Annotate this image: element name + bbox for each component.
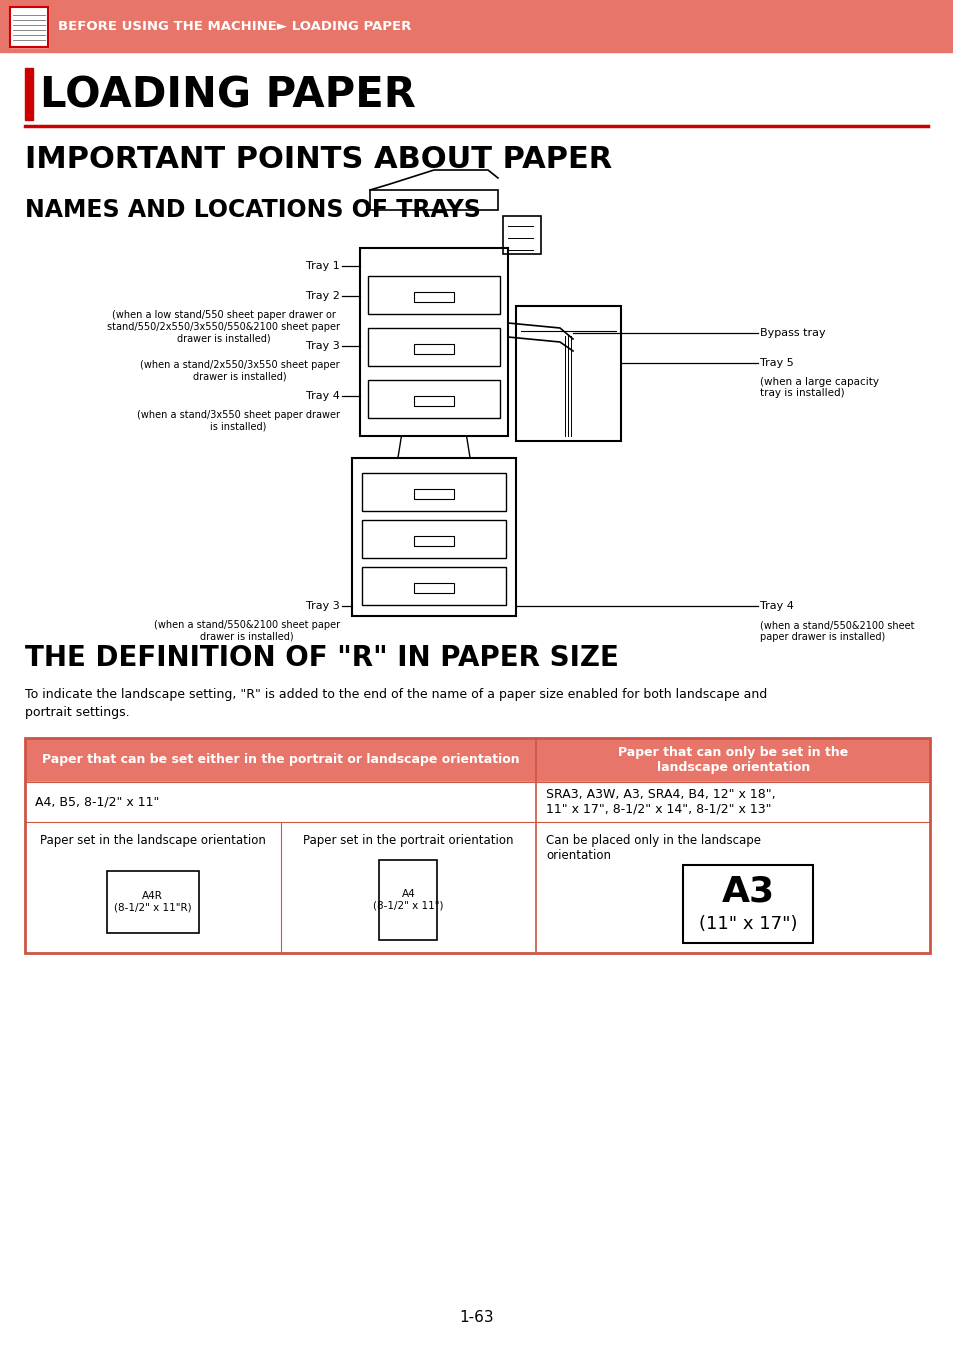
Text: IMPORTANT POINTS ABOUT PAPER: IMPORTANT POINTS ABOUT PAPER (25, 144, 612, 174)
Text: (when a stand/550&2100 sheet paper
drawer is installed): (when a stand/550&2100 sheet paper drawe… (153, 620, 339, 641)
Bar (682, 865, 812, 944)
Text: BEFORE USING THE MACHINE► LOADING PAPER: BEFORE USING THE MACHINE► LOADING PAPER (58, 19, 411, 32)
Bar (379, 860, 437, 940)
Bar (25, 782, 929, 822)
Text: (when a large capacity
tray is installed): (when a large capacity tray is installed… (760, 377, 878, 398)
Text: NAMES AND LOCATIONS OF TRAYS: NAMES AND LOCATIONS OF TRAYS (25, 198, 480, 221)
Bar (10, 7, 48, 47)
Bar (414, 344, 454, 354)
Text: To indicate the landscape setting, "R" is added to the end of the name of a pape: To indicate the landscape setting, "R" i… (25, 688, 766, 720)
Text: Tray 4: Tray 4 (760, 601, 793, 612)
Text: (when a low stand/550 sheet paper drawer or
stand/550/2x550/3x550/550&2100 sheet: (when a low stand/550 sheet paper drawer… (107, 310, 339, 343)
Text: SRA3, A3W, A3, SRA4, B4, 12" x 18",
11" x 17", 8-1/2" x 14", 8-1/2" x 13": SRA3, A3W, A3, SRA4, B4, 12" x 18", 11" … (546, 788, 775, 815)
Text: A4
(8-1/2" x 11"): A4 (8-1/2" x 11") (373, 890, 443, 911)
Text: THE DEFINITION OF "R" IN PAPER SIZE: THE DEFINITION OF "R" IN PAPER SIZE (25, 644, 618, 672)
Bar (414, 489, 454, 500)
Text: Paper set in the landscape orientation: Paper set in the landscape orientation (40, 834, 266, 846)
Bar (25, 738, 929, 782)
Text: Tray 3: Tray 3 (306, 601, 339, 612)
Text: (11" x 17"): (11" x 17") (699, 915, 797, 933)
Bar (414, 292, 454, 302)
Bar (361, 520, 505, 558)
Text: (when a stand/3x550 sheet paper drawer
is installed): (when a stand/3x550 sheet paper drawer i… (137, 410, 339, 432)
Text: 1-63: 1-63 (459, 1311, 494, 1326)
Bar (25, 822, 929, 953)
Bar (502, 216, 540, 254)
Text: Tray 1: Tray 1 (306, 261, 339, 271)
Bar (359, 248, 507, 436)
Bar (414, 583, 454, 593)
Bar (368, 275, 499, 315)
Text: (when a stand/550&2100 sheet
paper drawer is installed): (when a stand/550&2100 sheet paper drawe… (760, 620, 914, 641)
Text: Tray 5: Tray 5 (760, 358, 793, 367)
Text: Tray 4: Tray 4 (306, 392, 339, 401)
Bar (10, 7, 48, 47)
Bar (368, 328, 499, 366)
Text: A4R
(8-1/2" x 11"R): A4R (8-1/2" x 11"R) (114, 891, 192, 913)
Text: Bypass tray: Bypass tray (760, 328, 824, 338)
Bar (352, 458, 516, 616)
Text: Paper set in the portrait orientation: Paper set in the portrait orientation (303, 834, 514, 846)
Text: Paper that can only be set in the
landscape orientation: Paper that can only be set in the landsc… (618, 747, 847, 774)
Text: A4, B5, 8-1/2" x 11": A4, B5, 8-1/2" x 11" (35, 795, 159, 809)
Bar (25, 738, 929, 953)
Bar (107, 871, 198, 933)
Bar (414, 536, 454, 545)
Bar (516, 306, 620, 441)
Bar (370, 190, 497, 211)
Text: A3: A3 (720, 875, 774, 909)
Text: LOADING PAPER: LOADING PAPER (40, 74, 416, 116)
Bar (0, 0, 953, 53)
Text: Paper that can be set either in the portrait or landscape orientation: Paper that can be set either in the port… (42, 753, 519, 767)
Bar (361, 567, 505, 605)
Bar (368, 379, 499, 418)
Bar (361, 472, 505, 512)
Text: Tray 2: Tray 2 (306, 292, 339, 301)
Text: Can be placed only in the landscape
orientation: Can be placed only in the landscape orie… (546, 834, 760, 863)
Bar (414, 396, 454, 406)
Bar (25, 68, 33, 120)
Text: (when a stand/2x550/3x550 sheet paper
drawer is installed): (when a stand/2x550/3x550 sheet paper dr… (140, 360, 339, 382)
Text: Tray 3: Tray 3 (306, 342, 339, 351)
